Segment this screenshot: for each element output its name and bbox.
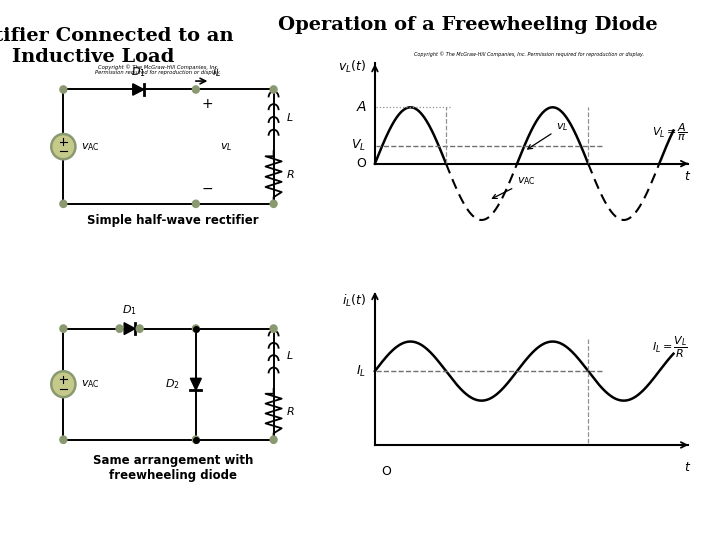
Text: Simple half-wave rectifier: Simple half-wave rectifier — [87, 214, 258, 227]
Text: $D_1$: $D_1$ — [131, 65, 145, 79]
Text: O: O — [382, 464, 391, 478]
Circle shape — [60, 436, 67, 443]
Circle shape — [192, 200, 199, 207]
Text: Operation of a Freewheeling Diode: Operation of a Freewheeling Diode — [278, 16, 658, 34]
Text: $D_1$: $D_1$ — [122, 303, 137, 317]
Text: $t$: $t$ — [684, 171, 691, 184]
Text: $i_L(t)$: $i_L(t)$ — [341, 293, 366, 308]
Circle shape — [51, 134, 76, 159]
Text: $i_L$: $i_L$ — [212, 65, 220, 79]
Circle shape — [51, 371, 76, 397]
Text: Same arrangement with
freewheeling diode: Same arrangement with freewheeling diode — [93, 454, 253, 482]
Text: $D_2$: $D_2$ — [166, 377, 180, 391]
Text: $v_{\rm AC}$: $v_{\rm AC}$ — [81, 379, 99, 390]
Text: Copyright © The McGraw-Hill Companies, Inc. Permission required for reproduction: Copyright © The McGraw-Hill Companies, I… — [414, 52, 644, 57]
Text: Copyright © The McGraw-Hill Companies, Inc.
Permission required for reproduction: Copyright © The McGraw-Hill Companies, I… — [96, 64, 221, 76]
Text: $V_L = \dfrac{A}{\pi}$: $V_L = \dfrac{A}{\pi}$ — [652, 122, 688, 143]
Text: A: A — [356, 100, 366, 114]
Text: −: − — [202, 183, 213, 196]
Text: $t$: $t$ — [684, 461, 691, 474]
Circle shape — [270, 200, 277, 207]
Text: +: + — [202, 97, 213, 111]
Text: L: L — [287, 113, 293, 123]
Circle shape — [192, 86, 199, 93]
Text: $v_L$: $v_L$ — [528, 121, 569, 149]
Text: $I_L = \dfrac{V_L}{R}$: $I_L = \dfrac{V_L}{R}$ — [652, 334, 688, 360]
Circle shape — [270, 325, 277, 332]
Circle shape — [60, 86, 67, 93]
Text: $V_L$: $V_L$ — [351, 138, 366, 153]
Text: $v_{\rm AC}$: $v_{\rm AC}$ — [492, 176, 536, 198]
Circle shape — [270, 436, 277, 443]
Circle shape — [60, 325, 67, 332]
Text: $v_{\rm AC}$: $v_{\rm AC}$ — [81, 141, 99, 152]
Polygon shape — [124, 323, 135, 334]
Text: R: R — [287, 170, 294, 180]
Circle shape — [116, 325, 123, 332]
Circle shape — [192, 325, 199, 332]
Text: O: O — [356, 157, 366, 170]
Text: $v_L(t)$: $v_L(t)$ — [338, 59, 366, 75]
Text: L: L — [287, 352, 293, 361]
Text: $v_L$: $v_L$ — [220, 141, 233, 152]
Circle shape — [60, 200, 67, 207]
Circle shape — [136, 325, 143, 332]
Text: $I_L$: $I_L$ — [356, 363, 366, 379]
Text: Rectifier Connected to an
Inductive Load: Rectifier Connected to an Inductive Load — [0, 27, 233, 66]
Text: R: R — [287, 407, 294, 417]
Circle shape — [192, 436, 199, 443]
Polygon shape — [190, 379, 202, 390]
Circle shape — [270, 86, 277, 93]
Polygon shape — [132, 84, 144, 95]
